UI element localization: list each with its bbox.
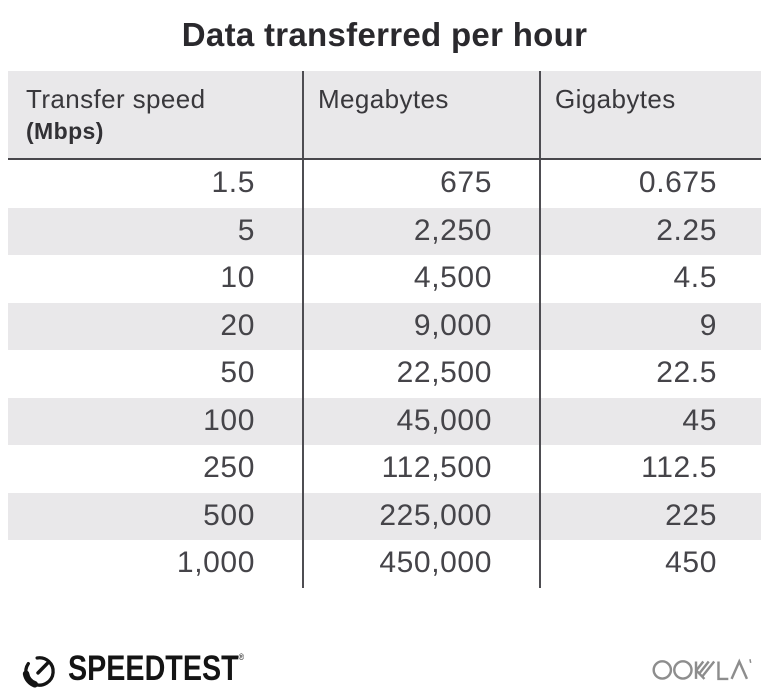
cell-gigabytes: 4.5 [539, 255, 761, 303]
table-header-row: Transfer speed (Mbps) Megabytes Gigabyte… [8, 71, 761, 160]
header-mbps-unit: (Mbps) [26, 118, 104, 144]
table-row: 250 112,500 112.5 [8, 445, 761, 493]
table-row: 50 22,500 22.5 [8, 350, 761, 398]
cell-megabytes: 4,500 [302, 255, 539, 303]
cell-gigabytes: 2.25 [539, 207, 761, 255]
cell-megabytes: 450,000 [302, 540, 539, 588]
cell-speed: 1,000 [176, 546, 255, 579]
cell-speed: 100 [203, 403, 255, 437]
footer: SPEEDTEST® [20, 646, 755, 692]
cell-gigabytes: 45 [539, 397, 761, 445]
cell-speed: 5 [237, 213, 255, 247]
cell-megabytes: 225,000 [302, 492, 539, 540]
table-row: 1,000 450,000 450 [8, 540, 761, 588]
speedtest-logo: SPEEDTEST® [20, 649, 283, 689]
ookla-logo [652, 652, 755, 686]
cell-speed: 50 [220, 356, 255, 389]
cell-gigabytes: 225 [539, 492, 761, 540]
cell-megabytes: 9,000 [302, 302, 539, 350]
header-gigabytes: Gigabytes [539, 71, 761, 158]
speedtest-gauge-icon [20, 650, 59, 689]
table-row: 20 9,000 9 [8, 302, 761, 350]
cell-speed: 500 [203, 498, 255, 532]
ookla-trademark-tick [749, 659, 752, 664]
data-table: Transfer speed (Mbps) Megabytes Gigabyte… [8, 71, 761, 588]
header-transfer-speed-label: Transfer speed [26, 84, 206, 114]
cell-gigabytes: 450 [539, 540, 761, 588]
ookla-letter-o2 [673, 660, 693, 680]
ookla-letter-k [694, 660, 716, 680]
cell-gigabytes: 9 [539, 302, 761, 350]
cell-gigabytes: 0.675 [539, 160, 761, 208]
cell-gigabytes: 22.5 [539, 350, 761, 398]
page-title: Data transferred per hour [181, 16, 588, 53]
table-row: 5 2,250 2.25 [8, 207, 761, 255]
ookla-letter-o1 [652, 660, 673, 680]
table-row: 100 45,000 45 [8, 397, 761, 445]
registered-trademark-icon: ® [238, 652, 245, 662]
header-transfer-speed: Transfer speed (Mbps) [8, 71, 302, 158]
cell-megabytes: 45,000 [302, 397, 539, 445]
table-row: 1.5 675 0.675 [8, 160, 761, 208]
table-row: 10 4,500 4.5 [8, 255, 761, 303]
table-body: 1.5 675 0.675 5 2,250 2.25 10 4,500 4.5 … [8, 160, 761, 588]
cell-speed: 10 [220, 261, 255, 294]
cell-speed: 1.5 [211, 166, 255, 199]
speedtest-wordmark: SPEEDTEST® [68, 649, 244, 689]
cell-megabytes: 2,250 [302, 207, 539, 255]
ookla-letter-l [717, 661, 729, 681]
cell-megabytes: 22,500 [302, 350, 539, 398]
cell-speed: 20 [220, 308, 255, 342]
cell-gigabytes: 112.5 [539, 445, 761, 493]
cell-megabytes: 675 [302, 160, 539, 208]
cell-speed: 250 [203, 451, 255, 484]
ookla-letter-a [730, 658, 749, 680]
table-row: 500 225,000 225 [8, 492, 761, 540]
header-megabytes: Megabytes [302, 71, 539, 158]
cell-megabytes: 112,500 [302, 445, 539, 493]
speedtest-wordmark-text: SPEEDTEST [68, 649, 239, 688]
